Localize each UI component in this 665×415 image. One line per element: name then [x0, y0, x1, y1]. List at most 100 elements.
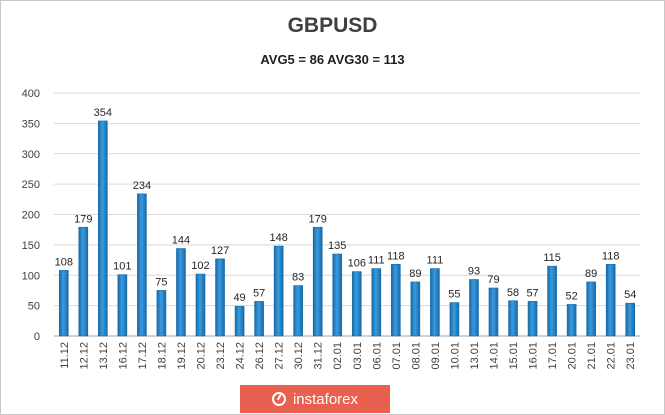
data-label: 135	[328, 240, 346, 252]
x-tick-label: 11.12	[59, 342, 71, 369]
bar	[430, 268, 440, 337]
bar	[586, 281, 596, 337]
bar	[254, 301, 264, 337]
data-label: 83	[292, 272, 304, 284]
bar	[156, 290, 167, 337]
x-tick-label: 13.01	[469, 342, 481, 370]
y-tick-label: 350	[22, 118, 40, 130]
x-tick-label: 30.12	[293, 342, 305, 370]
y-tick-label: 50	[28, 301, 40, 313]
x-tick-label: 06.01	[371, 342, 383, 370]
bar	[78, 226, 89, 337]
bar	[449, 302, 460, 337]
x-tick-label: 13.12	[98, 342, 110, 370]
data-label: 57	[253, 287, 265, 299]
gridlines	[54, 92, 640, 337]
x-tick-label: 12.12	[78, 342, 90, 370]
x-tick-label: 17.12	[137, 342, 149, 370]
data-label: 89	[409, 268, 421, 280]
x-tick-label: 10.01	[449, 342, 461, 370]
data-label: 108	[55, 256, 73, 268]
bar	[351, 271, 362, 337]
x-tick-label: 19.12	[176, 342, 188, 370]
y-tick-label: 200	[22, 210, 40, 222]
bar	[566, 304, 577, 337]
y-axis: 0 50 100 150 200 250 300 350 400	[22, 88, 40, 343]
x-tick-label: 22.01	[606, 342, 618, 370]
bar	[273, 245, 284, 337]
bar	[547, 265, 557, 337]
chart-subtitle: AVG5 = 86 AVG30 = 113	[260, 52, 405, 67]
data-label: 93	[468, 266, 480, 278]
bar	[332, 253, 343, 337]
x-tick-label: 14.01	[489, 342, 501, 370]
x-tick-label: 26.12	[254, 342, 266, 370]
data-label: 58	[507, 287, 519, 299]
bar	[293, 285, 303, 337]
instaforex-logo-icon	[271, 392, 286, 406]
x-axis: 11.12 12.12 13.12 16.12 17.12 18.12 19.12 20.12…	[59, 342, 637, 370]
instaforex-watermark: instaforex	[240, 385, 390, 413]
y-tick-label: 300	[22, 149, 40, 161]
data-label: 118	[387, 250, 405, 262]
y-tick-label: 0	[34, 331, 40, 343]
data-label: 55	[448, 289, 460, 301]
data-label: 179	[309, 213, 327, 225]
data-label: 118	[602, 250, 620, 262]
data-label: 111	[368, 255, 385, 267]
y-tick-label: 250	[22, 179, 40, 191]
bar	[195, 273, 206, 337]
data-label: 102	[191, 260, 209, 272]
bar	[58, 270, 69, 337]
data-label: 89	[585, 268, 597, 280]
bar	[98, 120, 108, 337]
data-label: 354	[94, 107, 112, 119]
x-tick-label: 15.01	[508, 342, 520, 370]
data-label: 179	[74, 213, 92, 225]
bar	[469, 279, 479, 337]
data-label: 106	[348, 258, 366, 270]
bar	[137, 193, 147, 337]
bar	[508, 300, 518, 337]
x-tick-label: 21.01	[586, 342, 598, 370]
data-label: 148	[269, 232, 287, 244]
y-tick-label: 100	[22, 270, 40, 282]
bar	[215, 258, 225, 337]
y-tick-label: 150	[22, 240, 40, 252]
data-label: 54	[624, 289, 636, 301]
x-tick-label: 31.12	[313, 342, 325, 370]
x-tick-label: 27.12	[274, 342, 286, 370]
data-label: 57	[526, 287, 538, 299]
x-tick-label: 02.01	[332, 342, 344, 370]
bar	[117, 274, 128, 337]
data-label: 52	[566, 290, 578, 302]
chart-title: GBPUSD	[287, 14, 378, 37]
bar	[625, 302, 636, 337]
bar	[410, 281, 421, 337]
bar	[488, 287, 499, 337]
bars	[58, 120, 636, 337]
data-label: 79	[487, 274, 499, 286]
x-tick-label: 24.12	[235, 342, 247, 370]
x-tick-label: 16.12	[117, 342, 129, 370]
x-tick-label: 07.01	[391, 342, 403, 370]
data-label: 75	[155, 276, 167, 288]
data-label: 111	[427, 255, 444, 267]
bar	[371, 268, 382, 337]
watermark-text: instaforex	[292, 390, 359, 408]
bar	[391, 264, 401, 337]
x-tick-label: 08.01	[410, 342, 422, 370]
data-label: 144	[172, 235, 190, 247]
x-tick-label: 23.01	[625, 342, 637, 370]
y-tick-label: 400	[22, 88, 40, 100]
x-tick-label: 20.01	[567, 342, 579, 370]
bar	[527, 301, 538, 337]
bar	[605, 264, 616, 337]
data-label: 115	[543, 252, 561, 264]
bar	[234, 305, 245, 337]
data-label: 234	[133, 180, 151, 192]
data-label: 101	[113, 261, 131, 273]
